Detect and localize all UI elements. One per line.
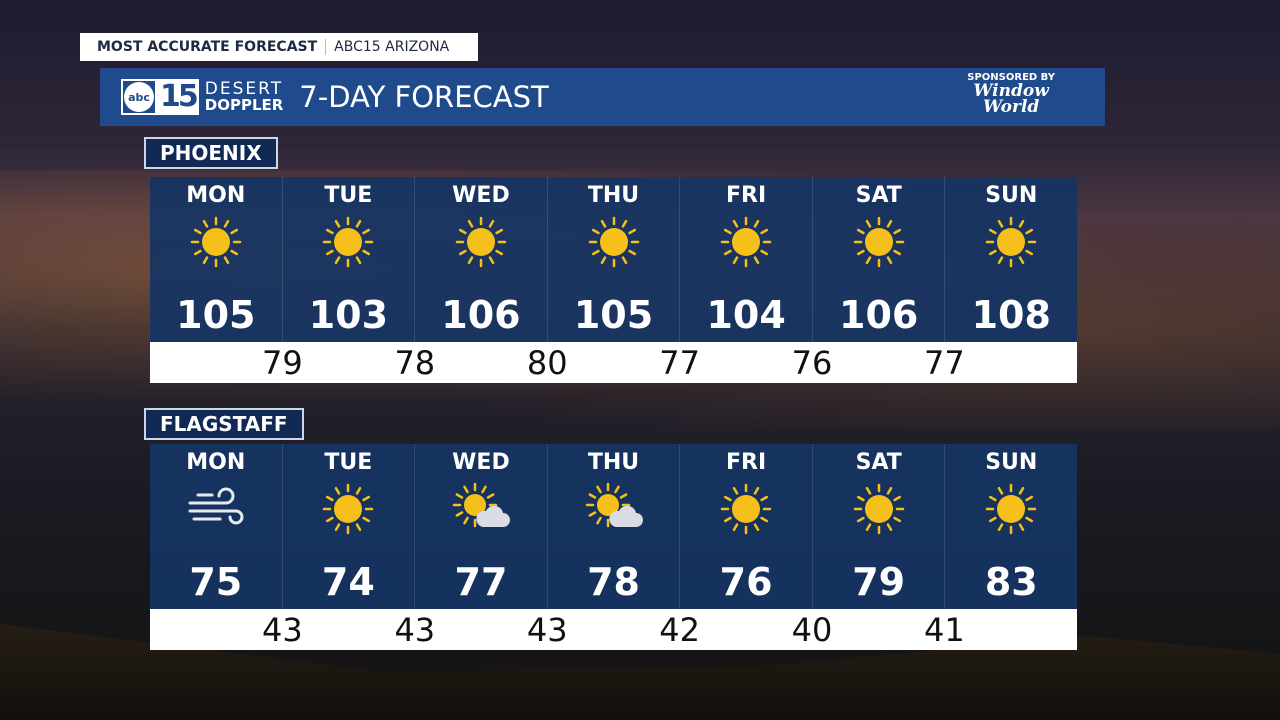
sun-icon <box>714 210 778 274</box>
day-column: SAT 79 <box>813 444 946 609</box>
forecast-panel: MON 75 TUE 74 WED 77 THU 78 FRI 76 SAT 7… <box>150 444 1077 609</box>
day-column: WED 77 <box>415 444 548 609</box>
day-name: SAT <box>855 450 902 475</box>
day-column: SUN 83 <box>945 444 1077 609</box>
high-temp: 75 <box>189 560 243 604</box>
low-temp: 42 <box>659 611 700 649</box>
high-temp: 83 <box>984 560 1038 604</box>
low-temp: 79 <box>262 344 303 382</box>
logo-desert: DESERT <box>204 79 284 99</box>
city-label: FLAGSTAFF <box>144 408 304 440</box>
high-temp: 104 <box>706 293 786 337</box>
sponsor-label: SPONSORED BY <box>967 72 1055 83</box>
day-column: MON 75 <box>150 444 283 609</box>
tagline-primary: MOST ACCURATE FORECAST <box>97 39 318 55</box>
day-name: SUN <box>985 183 1038 208</box>
day-column: MON 105 <box>150 177 283 342</box>
high-temp: 78 <box>587 560 640 604</box>
day-name: FRI <box>726 183 767 208</box>
day-name: SUN <box>985 450 1038 475</box>
low-temp: 76 <box>791 344 833 382</box>
abc-logo: abc <box>124 82 154 112</box>
low-temp: 77 <box>924 344 965 382</box>
page-title: 7-DAY FORECAST <box>299 80 549 114</box>
low-temp: 43 <box>262 611 303 649</box>
low-temps-strip: 43 43 43 42 40 41 <box>150 609 1077 650</box>
day-name: WED <box>452 183 510 208</box>
high-temp: 79 <box>852 560 906 604</box>
partly-cloudy-icon <box>449 477 513 541</box>
sponsor-line1: Window <box>973 81 1049 101</box>
high-temp: 108 <box>971 293 1051 337</box>
day-column: WED 106 <box>415 177 548 342</box>
day-name: WED <box>452 450 510 475</box>
high-temp: 77 <box>454 560 508 604</box>
day-column: FRI 76 <box>680 444 813 609</box>
header-banner: abc 15 DESERT DOPPLER 7-DAY FORECAST SPON… <box>100 68 1105 126</box>
high-temp: 105 <box>176 293 256 337</box>
low-temp: 77 <box>659 344 700 382</box>
day-column: FRI 104 <box>680 177 813 342</box>
sun-icon <box>979 477 1043 541</box>
sun-icon <box>316 477 380 541</box>
high-temp: 103 <box>308 293 389 337</box>
day-column: THU 105 <box>548 177 681 342</box>
day-column: SUN 108 <box>945 177 1077 342</box>
day-name: MON <box>186 183 246 208</box>
sun-icon <box>847 477 911 541</box>
high-temp: 105 <box>573 293 654 337</box>
day-name: TUE <box>324 450 373 475</box>
day-column: THU 78 <box>548 444 681 609</box>
day-name: SAT <box>855 183 902 208</box>
low-temps-strip: 79 78 80 77 76 77 <box>150 342 1077 383</box>
high-temp: 76 <box>719 560 773 604</box>
high-temp: 106 <box>441 293 521 337</box>
sun-icon <box>847 210 911 274</box>
sun-icon <box>979 210 1043 274</box>
day-column: TUE 103 <box>283 177 416 342</box>
tagline-secondary: ABC15 ARIZONA <box>334 39 450 55</box>
day-name: MON <box>186 450 246 475</box>
logo-doppler: DOPPLER <box>204 96 284 114</box>
day-name: THU <box>587 450 640 475</box>
tagline-bar: MOST ACCURATE FORECAST ABC15 ARIZONA <box>80 33 478 61</box>
low-temp: 80 <box>526 344 568 382</box>
low-temp: 40 <box>791 611 833 649</box>
low-temp: 43 <box>526 611 568 649</box>
day-name: THU <box>587 183 640 208</box>
sun-icon <box>184 210 248 274</box>
logo-15: 15 <box>157 79 199 115</box>
day-column: SAT 106 <box>813 177 946 342</box>
low-temp: 43 <box>394 611 436 649</box>
partly-cloudy-icon <box>582 477 646 541</box>
day-column: TUE 74 <box>283 444 416 609</box>
sun-icon <box>714 477 778 541</box>
sponsor-logo: SPONSORED BY Window World <box>967 72 1055 117</box>
day-name: FRI <box>726 450 767 475</box>
wind-icon <box>184 477 248 541</box>
forecast-panel: MON 105 TUE 103 WED 106 THU 105 FRI 104 … <box>150 177 1077 342</box>
sun-icon <box>449 210 513 274</box>
divider <box>325 39 327 55</box>
day-name: TUE <box>324 183 373 208</box>
sun-icon <box>316 210 380 274</box>
sponsor-line2: World <box>982 97 1040 117</box>
city-label: PHOENIX <box>144 137 278 169</box>
sun-icon <box>582 210 646 274</box>
abc15-desert-doppler-logo: abc 15 DESERT DOPPLER <box>121 78 283 116</box>
high-temp: 106 <box>839 293 919 337</box>
low-temp: 78 <box>394 344 436 382</box>
high-temp: 74 <box>321 560 375 604</box>
low-temp: 41 <box>924 611 965 649</box>
